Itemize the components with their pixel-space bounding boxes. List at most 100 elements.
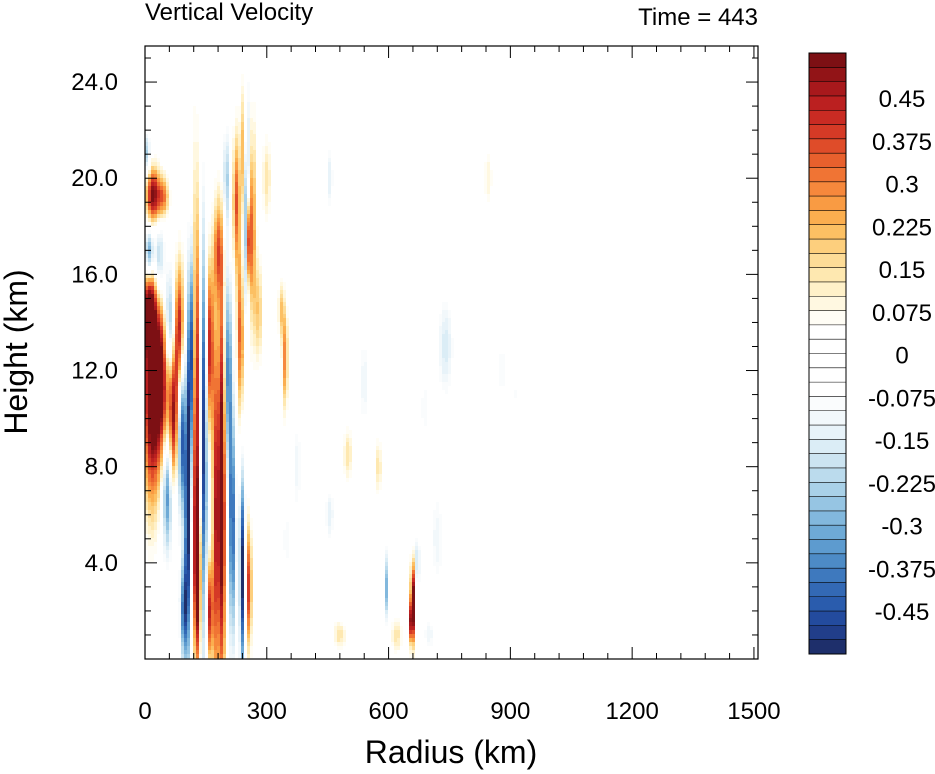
- y-tick-label: 4.0: [85, 550, 118, 577]
- heatmap-cell: [232, 246, 235, 250]
- heatmap-cell: [175, 390, 178, 394]
- heatmap-cell: [190, 446, 193, 450]
- heatmap-cell: [163, 534, 166, 538]
- heatmap-cell: [148, 398, 163, 402]
- heatmap-cell: [154, 286, 157, 290]
- heatmap-cell: [196, 338, 199, 342]
- heatmap-cell: [190, 478, 193, 482]
- heatmap-cell: [349, 462, 352, 466]
- heatmap-cell: [241, 262, 244, 266]
- heatmap-cell: [199, 526, 202, 530]
- heatmap-cell: [283, 382, 286, 386]
- heatmap-cell: [226, 202, 229, 206]
- heatmap-cell: [232, 414, 235, 418]
- heatmap-cell: [163, 194, 166, 198]
- heatmap-cell: [265, 182, 268, 186]
- heatmap-cell: [217, 250, 220, 254]
- heatmap-cell: [280, 318, 286, 322]
- heatmap-cell: [154, 446, 157, 450]
- heatmap-cell: [169, 386, 172, 390]
- heatmap-cell: [250, 222, 253, 226]
- heatmap-cell: [223, 634, 226, 638]
- heatmap-cell: [160, 478, 163, 482]
- heatmap-cell: [346, 450, 349, 454]
- heatmap-cell: [235, 250, 238, 254]
- heatmap-cell: [238, 578, 241, 582]
- heatmap-cell: [226, 190, 229, 194]
- heatmap-cell: [232, 134, 235, 138]
- heatmap-cell: [190, 454, 193, 458]
- heatmap-cell: [190, 470, 193, 474]
- heatmap-cell: [151, 458, 154, 462]
- heatmap-cell: [178, 230, 181, 234]
- heatmap-cell: [244, 514, 247, 518]
- heatmap-cell: [229, 642, 232, 646]
- heatmap-cell: [178, 506, 181, 510]
- heatmap-cell: [220, 498, 223, 502]
- heatmap-cell: [223, 438, 226, 442]
- heatmap-cell: [157, 162, 160, 166]
- heatmap-cell: [175, 430, 178, 434]
- colorbar-label: 0.3: [885, 172, 918, 199]
- heatmap-cell: [178, 374, 181, 378]
- heatmap-cell: [172, 410, 175, 414]
- heatmap-cell: [247, 286, 250, 290]
- heatmap-cell: [286, 378, 289, 382]
- heatmap-cell: [196, 414, 199, 418]
- heatmap-cell: [241, 290, 244, 294]
- heatmap-cell: [166, 506, 169, 510]
- heatmap-cell: [223, 562, 226, 566]
- heatmap-cell: [145, 174, 148, 178]
- heatmap-cell: [169, 530, 172, 534]
- heatmap-cell: [412, 618, 415, 622]
- heatmap-cell: [220, 570, 223, 574]
- heatmap-cell: [226, 418, 229, 422]
- heatmap-cell: [214, 530, 217, 534]
- heatmap-cell: [148, 194, 151, 198]
- heatmap-cell: [199, 610, 202, 614]
- heatmap-cell: [298, 462, 301, 466]
- heatmap-cell: [262, 194, 265, 198]
- heatmap-cell: [334, 626, 337, 630]
- heatmap-cell: [232, 378, 235, 382]
- heatmap-cell: [442, 338, 448, 342]
- heatmap-cell: [193, 166, 196, 170]
- heatmap-cell: [229, 598, 232, 602]
- heatmap-cell: [211, 534, 214, 538]
- heatmap-cell: [196, 390, 199, 394]
- heatmap-cell: [190, 302, 193, 306]
- heatmap-cell: [421, 410, 427, 414]
- heatmap-cell: [187, 430, 190, 434]
- heatmap-cell: [226, 154, 229, 158]
- heatmap-cell: [196, 242, 199, 246]
- heatmap-cell: [145, 150, 148, 154]
- heatmap-cell: [235, 314, 238, 318]
- heatmap-cell: [148, 354, 163, 358]
- heatmap-cell: [223, 422, 226, 426]
- heatmap-cell: [184, 350, 187, 354]
- heatmap-cell: [151, 182, 154, 186]
- heatmap-cell: [220, 398, 223, 402]
- heatmap-cell: [238, 222, 241, 226]
- heatmap-cell: [184, 614, 187, 618]
- heatmap-cell: [190, 238, 193, 242]
- heatmap-cell: [202, 174, 205, 178]
- heatmap-cell: [232, 210, 235, 214]
- heatmap-cell: [145, 538, 148, 542]
- heatmap-cell: [217, 302, 220, 306]
- heatmap-cell: [250, 122, 256, 126]
- heatmap-cell: [166, 430, 169, 434]
- heatmap-cell: [223, 390, 226, 394]
- heatmap-cell: [241, 378, 244, 382]
- heatmap-cell: [499, 362, 505, 366]
- heatmap-cell: [157, 514, 160, 518]
- heatmap-cell: [223, 350, 226, 354]
- heatmap-cell: [163, 378, 166, 382]
- heatmap-cell: [154, 178, 157, 182]
- heatmap-cell: [211, 350, 214, 354]
- heatmap-cell: [220, 418, 223, 422]
- heatmap-cell: [226, 430, 229, 434]
- heatmap-cell: [238, 322, 241, 326]
- heatmap-cell: [265, 206, 268, 210]
- heatmap-cell: [226, 386, 232, 390]
